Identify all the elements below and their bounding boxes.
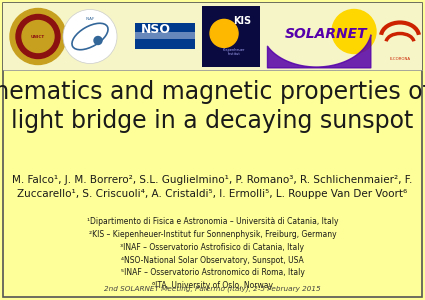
Text: E-CORONA: E-CORONA — [389, 56, 411, 61]
Text: INAF: INAF — [85, 16, 95, 20]
Circle shape — [210, 20, 238, 47]
Circle shape — [16, 14, 60, 59]
Bar — [202, 6, 260, 67]
Text: NSO: NSO — [141, 23, 171, 36]
Bar — [135, 22, 195, 49]
Circle shape — [22, 20, 54, 52]
Circle shape — [63, 10, 117, 64]
Circle shape — [332, 10, 376, 53]
Text: KIS: KIS — [233, 16, 252, 26]
Bar — [3, 3, 422, 70]
Text: ¹Dipartimento di Fisica e Astronomia – Università di Catania, Italy
²KIS – Kiepe: ¹Dipartimento di Fisica e Astronomia – U… — [87, 217, 338, 290]
Bar — [135, 32, 195, 39]
Text: UNICT: UNICT — [31, 34, 45, 38]
Circle shape — [94, 37, 102, 44]
Text: M. Falco¹, J. M. Borrero², S.L. Guglielmino¹, P. Romano³, R. Schlichenmaier², F.: M. Falco¹, J. M. Borrero², S.L. Guglielm… — [12, 175, 413, 199]
Text: 2nd SOLARNET Meeting, Palermo (Italy), 2-5 February 2015: 2nd SOLARNET Meeting, Palermo (Italy), 2… — [104, 285, 321, 292]
Text: Kiepenheuer
Institut: Kiepenheuer Institut — [223, 48, 245, 56]
Text: SOLARNET: SOLARNET — [285, 28, 367, 41]
Circle shape — [10, 8, 66, 64]
Text: Kinematics and magnetic properties of a
light bridge in a decaying sunspot: Kinematics and magnetic properties of a … — [0, 80, 425, 133]
